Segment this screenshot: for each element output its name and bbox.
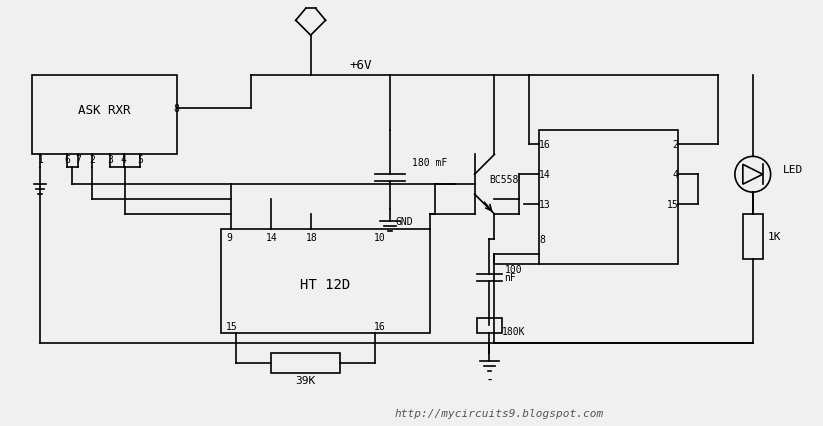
- Text: 100: 100: [504, 264, 522, 274]
- Text: 8: 8: [174, 104, 179, 113]
- Text: 18: 18: [305, 232, 318, 242]
- Text: ASK RXR: ASK RXR: [77, 104, 130, 117]
- Text: LED: LED: [783, 165, 802, 175]
- Text: 4: 4: [121, 155, 127, 165]
- Text: 2: 2: [89, 155, 95, 165]
- Text: 8: 8: [539, 234, 545, 244]
- Text: 10: 10: [374, 232, 385, 242]
- Text: 16: 16: [539, 140, 551, 150]
- Bar: [32, 76, 177, 155]
- Bar: [743, 214, 763, 259]
- Text: +6V: +6V: [349, 59, 372, 72]
- Text: 16: 16: [374, 322, 385, 331]
- Text: http://mycircuits9.blogspot.com: http://mycircuits9.blogspot.com: [395, 408, 604, 418]
- Text: 6: 6: [64, 155, 70, 165]
- Text: 1: 1: [38, 155, 44, 165]
- Text: 7: 7: [75, 155, 81, 165]
- Text: 14: 14: [266, 232, 277, 242]
- Text: 180K: 180K: [501, 326, 525, 337]
- Text: -: -: [486, 373, 494, 387]
- Text: 9: 9: [226, 232, 232, 242]
- Text: 180 mF: 180 mF: [412, 158, 447, 168]
- Text: 15: 15: [226, 322, 238, 331]
- Text: BC558: BC558: [490, 175, 518, 185]
- Text: 15: 15: [667, 200, 678, 210]
- Text: HT 12D: HT 12D: [300, 277, 351, 291]
- Text: 3: 3: [107, 155, 113, 165]
- Bar: [221, 229, 430, 334]
- Text: 39K: 39K: [295, 375, 316, 385]
- Text: GND: GND: [395, 216, 412, 226]
- Bar: [271, 353, 341, 373]
- Text: 1K: 1K: [768, 231, 781, 241]
- Text: nF: nF: [504, 272, 516, 282]
- Text: 14: 14: [539, 170, 551, 180]
- Text: 4: 4: [672, 170, 678, 180]
- Text: 2: 2: [672, 140, 678, 150]
- Text: 5: 5: [137, 155, 142, 165]
- Text: 13: 13: [539, 200, 551, 210]
- Bar: [539, 130, 678, 264]
- Bar: [477, 319, 502, 334]
